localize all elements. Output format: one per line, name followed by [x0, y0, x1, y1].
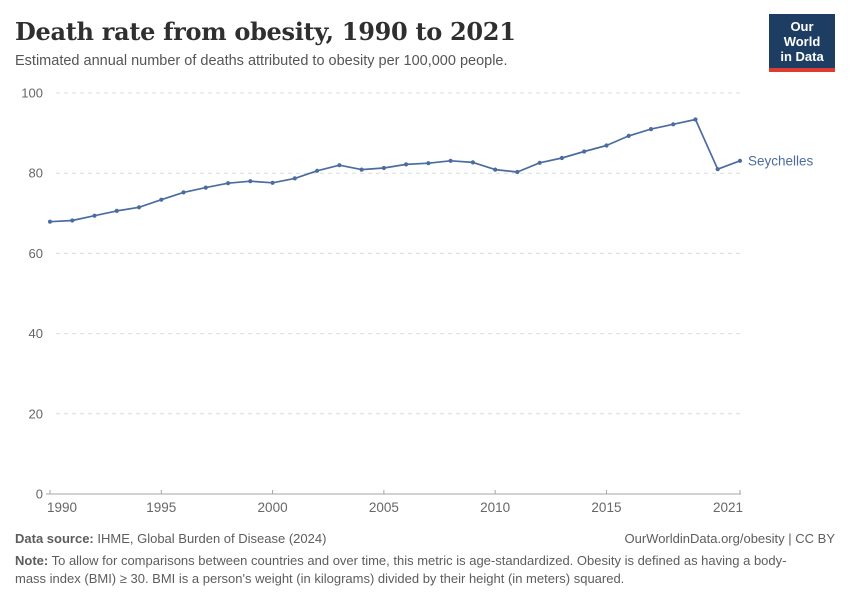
- data-point-marker: [626, 133, 631, 138]
- data-point-marker: [70, 218, 75, 223]
- data-point-marker: [337, 163, 342, 168]
- data-point-marker: [693, 117, 698, 122]
- data-point-marker: [203, 185, 208, 190]
- x-axis-tick-label: 2005: [369, 500, 399, 515]
- y-axis-tick-label: 40: [29, 326, 43, 341]
- data-source-label: Data source:: [15, 531, 94, 546]
- data-source-value: IHME, Global Burden of Disease (2024): [93, 531, 327, 546]
- x-axis-tick-label: 2010: [480, 500, 510, 515]
- license-text: OurWorldinData.org/obesity | CC BY: [624, 531, 836, 546]
- logo-line-2: in Data: [780, 49, 824, 64]
- x-axis-tick-label: 1995: [146, 500, 176, 515]
- data-point-marker: [671, 122, 676, 127]
- y-axis-tick-label: 100: [21, 86, 43, 101]
- data-point-marker: [448, 158, 453, 163]
- data-point-marker: [381, 165, 386, 171]
- data-point-marker: [315, 168, 320, 173]
- data-point-marker: [604, 143, 609, 148]
- data-point-marker: [292, 176, 297, 181]
- data-point-marker: [404, 162, 409, 167]
- note-value: To allow for comparisons between countri…: [15, 553, 787, 586]
- data-point-marker: [715, 167, 720, 172]
- data-point-marker: [136, 205, 142, 210]
- data-point-marker: [737, 158, 743, 163]
- data-point-marker: [159, 197, 164, 202]
- data-point-marker: [114, 208, 119, 213]
- y-axis-tick-label: 0: [36, 487, 43, 502]
- data-point-marker: [582, 149, 587, 154]
- logo-line-1: Our World: [783, 19, 821, 49]
- x-axis-tick-label: 2021: [713, 500, 743, 515]
- data-source-text: Data source: IHME, Global Burden of Dise…: [15, 531, 326, 546]
- data-line: [49, 118, 741, 223]
- data-point-marker: [515, 169, 520, 175]
- data-point-marker: [181, 190, 186, 195]
- data-point-marker: [559, 155, 565, 161]
- footer-note: Note: To allow for comparisons between c…: [15, 552, 815, 587]
- data-point-marker: [248, 179, 253, 184]
- data-point-marker: [648, 127, 654, 132]
- data-point-marker: [359, 167, 364, 172]
- data-point-marker: [537, 160, 542, 165]
- y-axis-tick-label: 80: [29, 166, 43, 181]
- series-end-label: Seychelles: [748, 153, 814, 168]
- x-axis-tick-label: 1990: [47, 500, 77, 515]
- page-title: Death rate from obesity, 1990 to 2021: [15, 17, 516, 46]
- owid-logo: Our World in Data: [769, 14, 835, 72]
- data-point-marker: [470, 160, 475, 165]
- page-subtitle: Estimated annual number of deaths attrib…: [15, 53, 508, 69]
- y-axis-tick-label: 60: [29, 246, 43, 261]
- x-axis-tick-label: 2015: [591, 500, 621, 515]
- data-point-marker: [493, 167, 498, 172]
- footer-source-row: Data source: IHME, Global Burden of Dise…: [15, 531, 835, 546]
- data-point-marker: [226, 181, 231, 186]
- data-point-marker: [426, 161, 431, 166]
- data-point-marker: [92, 213, 97, 218]
- x-axis-tick-label: 2000: [258, 500, 288, 515]
- data-point-marker: [47, 219, 53, 224]
- data-point-marker: [270, 180, 275, 185]
- note-label: Note:: [15, 553, 49, 568]
- y-axis-tick-label: 20: [29, 406, 43, 421]
